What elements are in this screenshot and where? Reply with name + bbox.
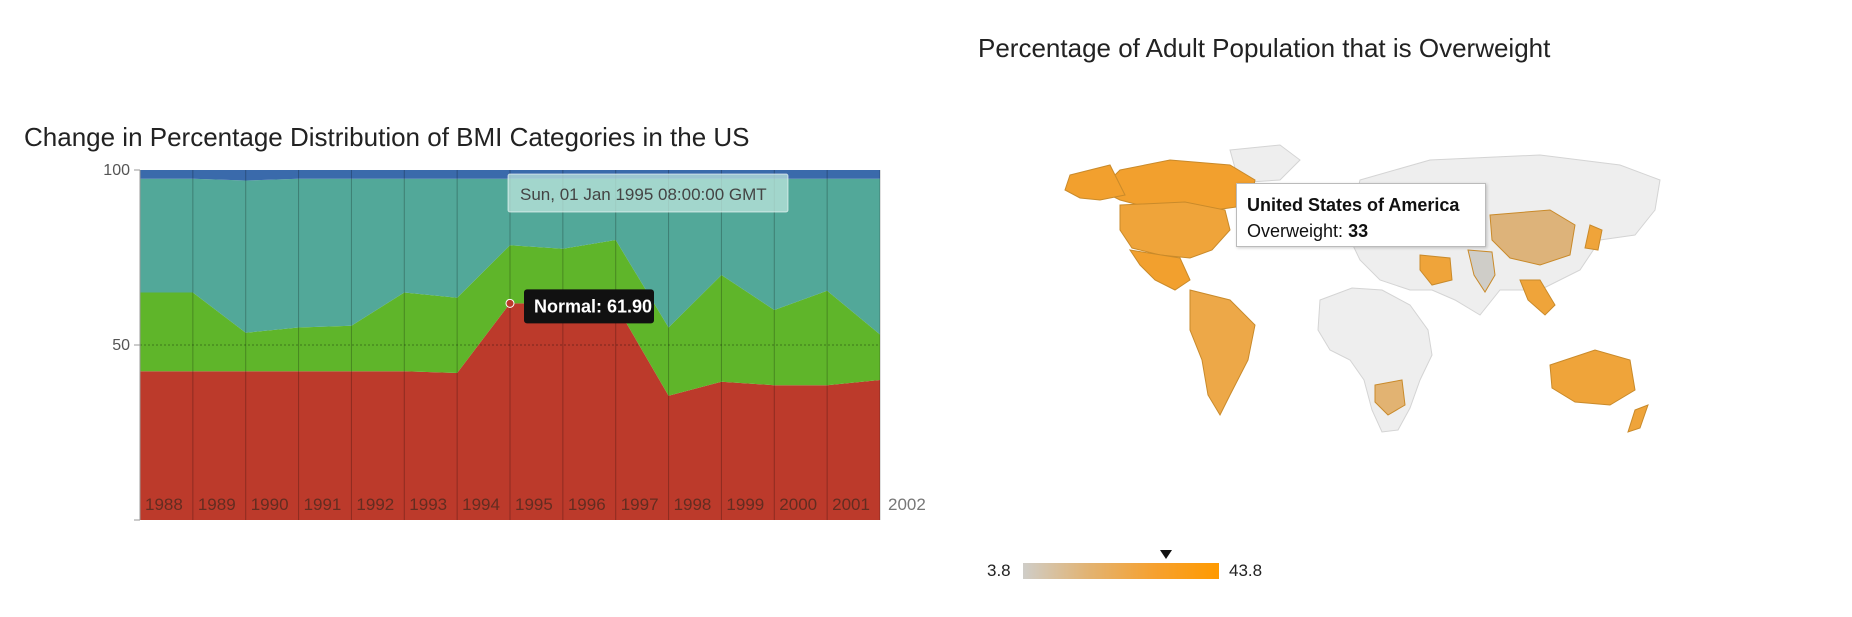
- usa-region: [1119, 201, 1231, 259]
- y-tick-label: 100: [103, 162, 130, 179]
- x-tick-label: 1995: [515, 495, 553, 514]
- x-tick-label: 1991: [304, 495, 342, 514]
- bmi-stacked-area-chart[interactable]: 100 50 1988 1989 1990 1991 1992 1993 1994 1995 199…: [0, 160, 960, 530]
- x-tick-label: 1990: [251, 495, 289, 514]
- tooltip-value: 33: [1348, 221, 1369, 241]
- hover-point-marker: [505, 298, 515, 308]
- area-series-3[interactable]: [140, 178, 880, 335]
- south-africa-region: [1374, 379, 1406, 416]
- legend-min-label: 3.8: [987, 561, 1011, 580]
- hover-value-bg: [524, 289, 654, 324]
- area-series-1[interactable]: [140, 303, 880, 520]
- australia-region: [1549, 349, 1636, 406]
- x-tick-label: 2000: [779, 495, 817, 514]
- india-region: [1467, 249, 1496, 293]
- new-zealand-region: [1627, 404, 1649, 433]
- china-region: [1489, 209, 1576, 266]
- se-asia-region: [1519, 279, 1556, 316]
- hover-date-text: Sun, 01 Jan 1995 08:00:00 GMT: [520, 185, 767, 204]
- map-chart-title: Percentage of Adult Population that is O…: [978, 33, 1551, 63]
- legend-marker-icon: [1160, 550, 1172, 559]
- japan-region: [1584, 224, 1603, 251]
- x-tick-label: 2002: [888, 495, 926, 514]
- hover-value-tooltip: Normal: 61.90: [524, 289, 654, 324]
- hover-value-text: Normal: 61.90: [534, 296, 652, 316]
- x-tick-label: 1993: [409, 495, 447, 514]
- south-america-region: [1189, 289, 1256, 417]
- x-tick-label: 1994: [462, 495, 500, 514]
- x-tick-label: 1989: [198, 495, 236, 514]
- africa-landmass: [1317, 287, 1433, 433]
- map-tooltip: United States of America Overweight: 33: [1236, 183, 1486, 247]
- tooltip-label: Overweight:: [1247, 221, 1344, 241]
- x-tick-label: 1996: [568, 495, 606, 514]
- world-choropleth-map[interactable]: [980, 140, 1800, 540]
- x-tick-label: 1998: [674, 495, 712, 514]
- legend-max-label: 43.8: [1229, 561, 1263, 580]
- hover-date-tooltip: Sun, 01 Jan 1995 08:00:00 GMT: [507, 173, 789, 213]
- tooltip-country: United States of America: [1247, 195, 1460, 215]
- x-tick-label: 1997: [621, 495, 659, 514]
- bmi-chart-title: Change in Percentage Distribution of BMI…: [24, 122, 750, 152]
- saudi-region: [1419, 254, 1453, 286]
- x-tick-label: 1992: [356, 495, 394, 514]
- alaska-region: [1064, 164, 1126, 201]
- x-tick-label: 1999: [726, 495, 764, 514]
- x-tick-label: 1988: [145, 495, 183, 514]
- hover-date-bg: [507, 173, 789, 213]
- x-tick-label: 2001: [832, 495, 870, 514]
- color-legend-bar: [1023, 563, 1219, 579]
- y-tick-label: 50: [112, 337, 130, 354]
- mexico-region: [1128, 249, 1191, 291]
- area-series-2[interactable]: [140, 240, 880, 396]
